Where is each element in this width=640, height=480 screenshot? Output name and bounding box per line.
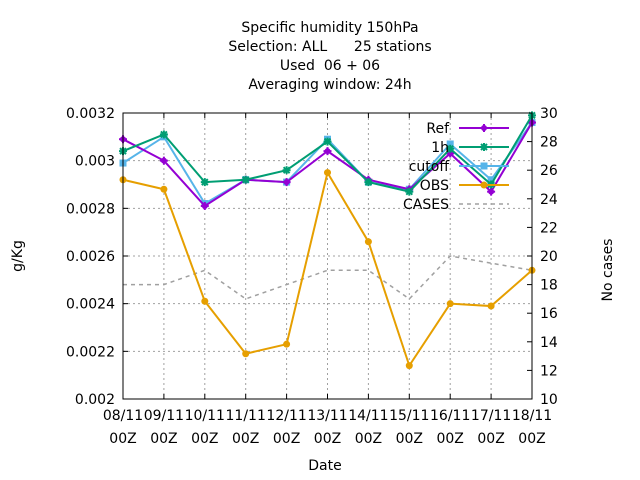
chart-grid	[123, 113, 532, 399]
data-point-cutoff	[487, 176, 495, 184]
y2-tick-label: 12	[540, 363, 558, 379]
x-tick-label: 13/11	[307, 408, 347, 424]
y-axis-label: g/Kg	[10, 240, 26, 272]
legend-item-1h: 1h	[431, 140, 509, 156]
series-line-cases	[123, 255, 533, 300]
x-tick-label: 08/11	[103, 408, 143, 424]
y-tick-label: 0.002	[75, 392, 115, 408]
y-tick-label: 0.0022	[66, 344, 115, 360]
legend-marker	[480, 162, 488, 170]
series-cases	[123, 255, 533, 300]
x-tick-label: 09/11	[144, 408, 184, 424]
x-tick-label: 00Z	[477, 431, 504, 447]
data-point-1h	[200, 178, 209, 187]
x-tick-label: 00Z	[396, 431, 423, 447]
data-point-1h	[241, 175, 250, 184]
x-tick-label: 00Z	[191, 431, 218, 447]
data-point-obs	[487, 302, 495, 310]
chart-title-line: Averaging window: 24h	[248, 77, 411, 93]
data-point-cutoff	[446, 140, 454, 148]
y2-tick-label: 10	[540, 392, 558, 408]
y-tick-label: 0.003	[75, 154, 115, 170]
data-point-obs	[160, 185, 168, 193]
series-obs	[119, 169, 536, 370]
y2-axis-label: No cases	[600, 239, 616, 302]
legend-item-obs: OBS	[420, 178, 509, 194]
y2-tick-label: 28	[540, 135, 558, 151]
data-point-1h	[323, 137, 332, 146]
legend-item-ref: Ref	[426, 121, 509, 137]
y2-tick-label: 18	[540, 278, 558, 294]
legend-marker	[480, 143, 488, 151]
x-tick-label: 17/11	[471, 408, 511, 424]
y2-tick-label: 20	[540, 249, 558, 265]
x-tick-label: 00Z	[109, 431, 136, 447]
data-point-obs	[242, 350, 250, 358]
data-point-ref	[446, 149, 455, 158]
x-tick-label: 00Z	[518, 431, 545, 447]
legend-item-cutoff: cutoff	[409, 159, 509, 175]
x-tick-label: 11/11	[226, 408, 266, 424]
y-tick-label: 0.0026	[66, 249, 115, 265]
legend-label: 1h	[431, 140, 449, 156]
data-point-1h	[364, 178, 373, 187]
x-tick-label: 00Z	[355, 431, 382, 447]
y2-tick-label: 24	[540, 192, 558, 208]
legend-label: cutoff	[409, 159, 450, 175]
chart-series	[119, 111, 536, 370]
data-point-ref	[159, 156, 168, 165]
x-tick-label: 16/11	[430, 408, 470, 424]
y2-tick-label: 30	[540, 106, 558, 122]
chart-title-line: Used 06 + 06	[280, 58, 380, 74]
data-point-1h	[282, 166, 291, 175]
data-point-ref	[487, 187, 496, 196]
legend-item-cases: CASES	[403, 197, 509, 213]
y2-tick-label: 14	[540, 335, 558, 351]
plot-frame	[122, 112, 533, 400]
data-point-obs	[446, 300, 454, 308]
y-tick-label: 0.0032	[66, 106, 115, 122]
x-tick-label: 10/11	[185, 408, 225, 424]
data-point-ref	[323, 147, 332, 156]
y-tick-label: 0.0024	[66, 297, 115, 313]
data-point-1h	[405, 187, 414, 196]
x-tick-label: 00Z	[150, 431, 177, 447]
y2-tick-label: 22	[540, 220, 558, 236]
data-point-obs	[324, 169, 331, 177]
data-point-1h	[446, 144, 455, 153]
data-point-obs	[201, 297, 209, 305]
axis-ticks: 08/11 00Z 09/11 00Z 10/11 00Z 11/11 00Z 12/11 00Z…	[66, 106, 558, 447]
y-tick-label: 0.0028	[66, 201, 115, 217]
data-point-obs	[283, 340, 291, 348]
x-tick-label: 00Z	[314, 431, 341, 447]
legend-label: Ref	[426, 121, 450, 137]
legend-marker	[480, 181, 488, 189]
y2-tick-label: 16	[540, 306, 558, 322]
chart-title: Specific humidity 150hPa Selection: ALL 2…	[228, 20, 431, 93]
legend-label: OBS	[420, 178, 449, 194]
x-tick-label: 14/11	[348, 408, 388, 424]
data-point-obs	[364, 238, 372, 246]
data-point-ref	[282, 178, 291, 187]
data-point-ref	[200, 201, 209, 210]
x-tick-label: 00Z	[232, 431, 259, 447]
legend: Ref 1h cutoff OBS CASES	[403, 121, 509, 213]
x-tick-label: 12/11	[266, 408, 306, 424]
legend-label: CASES	[403, 197, 449, 213]
chart-title-line: Specific humidity 150hPa	[241, 20, 418, 36]
x-tick-label: 00Z	[436, 431, 463, 447]
x-tick-label: 15/11	[389, 408, 429, 424]
legend-marker	[480, 124, 488, 132]
y2-tick-label: 26	[540, 163, 558, 179]
x-axis-label: Date	[308, 458, 341, 474]
data-point-1h	[159, 130, 168, 139]
chart-title-line: Selection: ALL 25 stations	[228, 39, 431, 55]
x-tick-label: 18/11	[512, 408, 552, 424]
x-tick-label: 00Z	[273, 431, 300, 447]
data-point-obs	[405, 362, 413, 370]
